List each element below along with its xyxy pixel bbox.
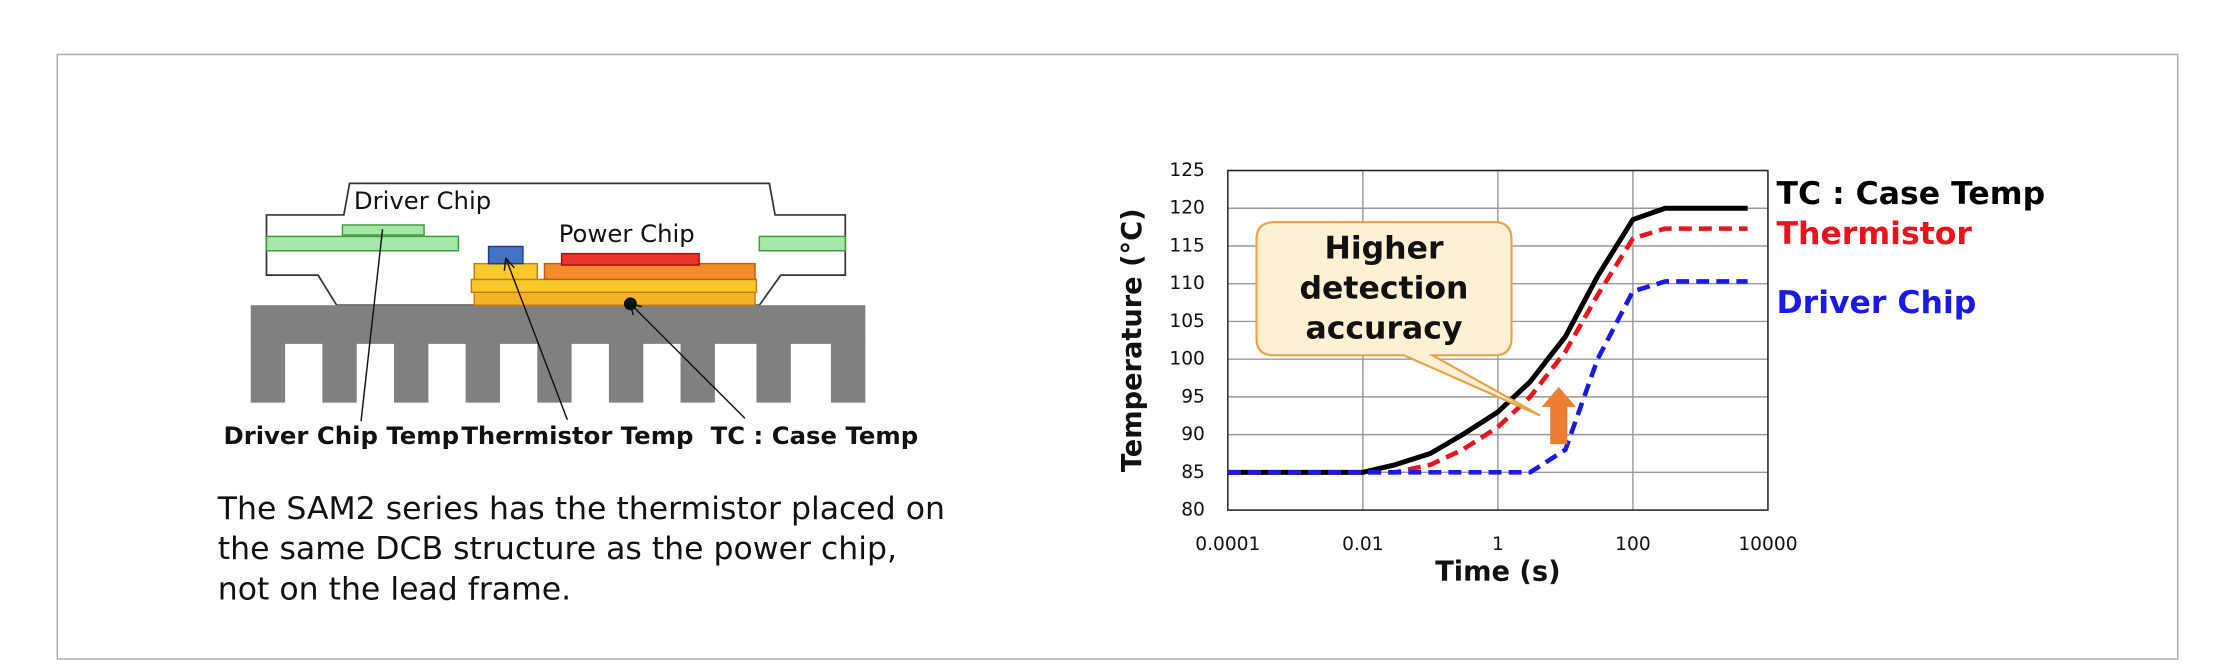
- dcb-bottom: [473, 291, 756, 306]
- label: TC : Case Temp: [711, 421, 919, 450]
- lead-right: [758, 235, 847, 252]
- y-tick-label: 110: [1169, 273, 1205, 294]
- dcb-copper: [543, 262, 756, 281]
- legend-label: Thermistor: [1777, 216, 1973, 252]
- x-axis-title: Time (s): [1435, 557, 1560, 588]
- leader-line: [360, 229, 384, 422]
- baseplate: [250, 305, 866, 403]
- legend-label: TC : Case Temp: [1777, 176, 2046, 212]
- power-chip: [560, 252, 700, 266]
- y-tick-label: 105: [1169, 311, 1205, 332]
- x-tick-label: 100: [1615, 534, 1651, 555]
- y-tick-label: 90: [1181, 424, 1205, 445]
- x-tick-label: 0.01: [1342, 534, 1383, 555]
- y-axis-title: Temperature (°C): [1117, 208, 1148, 472]
- series-line: [1227, 205, 1748, 475]
- callout: [1255, 221, 1541, 417]
- package-diagram: Driver Chip Power Chip Driver Chip Temp …: [217, 182, 945, 607]
- arrow-head: [629, 303, 643, 316]
- leader-line: [505, 257, 569, 421]
- lead-left: [265, 235, 460, 252]
- label: Power Chip: [559, 219, 695, 248]
- label: Driver Chip: [354, 186, 491, 215]
- y-tick-label: 85: [1181, 462, 1205, 483]
- x-tick-label: 0.0001: [1195, 534, 1260, 555]
- y-tick-label: 120: [1169, 198, 1205, 219]
- description: not on the lead frame.: [218, 571, 571, 607]
- y-tick-label: 80: [1181, 500, 1205, 521]
- dcb-pad: [473, 262, 538, 281]
- x-tick-label: 1: [1492, 534, 1504, 555]
- y-tick-label: 95: [1181, 386, 1205, 407]
- legend-label: Driver Chip: [1777, 285, 1977, 321]
- leader-line: [629, 303, 746, 419]
- description: The SAM2 series has the thermistor place…: [217, 491, 945, 527]
- callout-text: accuracy: [1305, 311, 1462, 347]
- label: Thermistor Temp: [461, 421, 693, 450]
- description: the same DCB structure as the power chip…: [218, 531, 897, 567]
- chart: 80 85 90 95 100 105 110 115 120 125 0.0001 0.01 1 100…: [1117, 160, 2045, 588]
- label: Driver Chip Temp: [224, 421, 460, 450]
- callout-text: detection: [1300, 270, 1469, 306]
- plot-border: [1227, 169, 1769, 511]
- x-tick-label: 10000: [1738, 534, 1797, 555]
- driver-chip: [341, 224, 425, 236]
- arrow-head: [503, 257, 515, 271]
- series-line: [1227, 226, 1748, 475]
- y-tick-label: 100: [1169, 349, 1205, 370]
- y-tick-label: 125: [1169, 160, 1205, 181]
- y-tick-label: 115: [1169, 235, 1205, 256]
- callout-text: Higher: [1324, 230, 1443, 266]
- improvement-arrow: [1541, 386, 1576, 445]
- series-line: [1227, 279, 1748, 475]
